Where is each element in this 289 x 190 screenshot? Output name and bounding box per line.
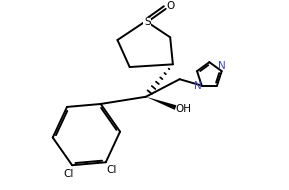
Text: S: S: [144, 17, 151, 27]
Text: N: N: [194, 81, 201, 91]
Text: OH: OH: [175, 104, 191, 114]
Text: Cl: Cl: [63, 169, 73, 179]
Text: Cl: Cl: [106, 165, 116, 175]
Text: O: O: [166, 1, 175, 11]
Polygon shape: [146, 97, 176, 110]
Text: N: N: [218, 61, 226, 71]
